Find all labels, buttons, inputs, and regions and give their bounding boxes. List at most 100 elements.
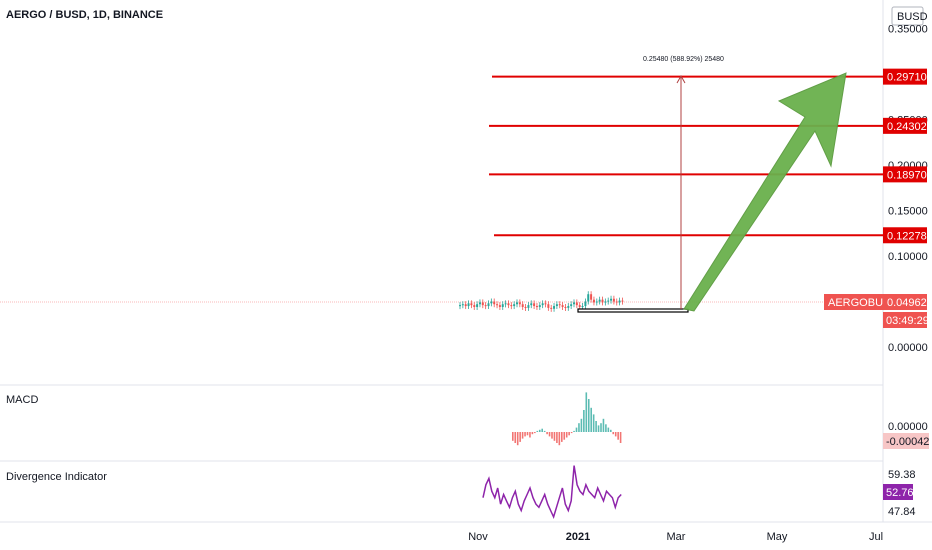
candle: [467, 303, 470, 307]
macd-bar: [573, 430, 575, 432]
candle: [561, 305, 564, 307]
macd-bar: [516, 432, 519, 446]
time-axis: Nov 2021 Mar May Jul: [468, 531, 883, 543]
currency-button-label: BUSD: [897, 11, 928, 23]
candle: [516, 302, 518, 305]
macd-bar: [583, 410, 585, 432]
macd-bar: [580, 418, 583, 432]
divergence-value-badge: [883, 484, 913, 500]
time-tick: 2021: [566, 531, 590, 543]
candle: [612, 298, 615, 302]
candle: [484, 305, 487, 307]
price-tick: 0.00000: [888, 342, 928, 354]
candle: [570, 304, 573, 307]
macd-bar: [590, 407, 592, 432]
candle: [490, 301, 493, 304]
candle: [493, 301, 496, 305]
macd-bar: [538, 429, 541, 432]
candle: [564, 306, 567, 308]
target-level-labels: 0.29710 0.24302 0.18970 0.12278: [883, 68, 927, 244]
candle: [470, 303, 473, 306]
macd-bar: [529, 432, 531, 438]
target-badge: [883, 227, 927, 244]
macd-bar: [587, 399, 590, 432]
candle: [487, 303, 490, 307]
candle: [544, 303, 547, 305]
candle: [573, 302, 575, 305]
target-arrow[interactable]: [683, 72, 847, 312]
candle: [547, 304, 550, 308]
divergence-tick-high: 59.38: [888, 469, 916, 481]
macd-bar: [536, 430, 539, 432]
macd-bar: [605, 424, 607, 432]
candle: [587, 294, 590, 302]
price-tick: 0.15000: [888, 206, 928, 218]
macd-bar: [519, 432, 521, 442]
candle: [476, 304, 479, 307]
divergence-value-label: 52.76: [886, 487, 914, 499]
candles: [459, 291, 624, 312]
candle: [535, 306, 538, 308]
candle: [510, 305, 513, 307]
macd-bar: [546, 432, 548, 435]
candle: [610, 298, 613, 301]
time-tick: Mar: [667, 531, 686, 543]
macd-bar: [514, 432, 517, 443]
macd-bar: [607, 427, 610, 432]
macd-bar: [568, 432, 570, 436]
candle: [530, 303, 533, 306]
macd-bar: [561, 432, 563, 442]
candle: [459, 305, 461, 307]
candle: [604, 301, 607, 303]
macd-bar: [558, 432, 561, 446]
macd-value-label: -0.00042: [886, 436, 929, 448]
macd-bar: [585, 392, 588, 432]
candle: [601, 299, 604, 303]
symbol-price-badge: [824, 294, 883, 310]
macd-bar: [548, 432, 551, 437]
divergence-label: Divergence Indicator: [6, 471, 107, 483]
macd-bar: [602, 418, 605, 432]
candle: [621, 300, 624, 302]
candle: [567, 306, 570, 308]
macd-bar: [534, 432, 536, 434]
candle: [527, 305, 530, 308]
candle: [504, 303, 507, 305]
countdown-badge: [883, 312, 927, 328]
time-tick: Nov: [468, 531, 488, 543]
macd-bar: [612, 432, 615, 435]
macd-bar: [524, 432, 526, 437]
macd-bar: [610, 429, 612, 432]
macd-label: MACD: [6, 394, 38, 406]
candle: [513, 304, 516, 307]
macd-bar: [619, 432, 622, 443]
macd-bar: [565, 432, 568, 438]
candle: [592, 299, 595, 303]
price-tick: 0.35000: [888, 24, 928, 36]
candle: [590, 294, 593, 300]
candle: [464, 304, 467, 307]
candle: [478, 302, 481, 305]
candle: [578, 305, 581, 307]
candle: [496, 304, 499, 306]
divergence-line: [482, 465, 622, 519]
target-badge-label: 0.12278: [887, 230, 927, 242]
candle: [595, 301, 598, 303]
currency-button[interactable]: [891, 6, 924, 26]
macd-bar: [578, 423, 580, 432]
candle: [581, 306, 584, 308]
candle: [615, 301, 618, 303]
macd-bar: [595, 421, 597, 432]
candle: [553, 306, 556, 309]
macd-bar: [512, 432, 514, 441]
price-tick: 0.10000: [888, 251, 928, 263]
macd-bar: [614, 432, 617, 437]
consolidation-box[interactable]: [577, 308, 689, 313]
time-tick: Jul: [869, 531, 883, 543]
symbol-price-badge-label: AERGOBUSD: [828, 297, 898, 309]
measure-arrowhead: [676, 74, 686, 84]
macd-bar: [592, 414, 595, 432]
candle: [538, 305, 541, 307]
macd-value-badge: [883, 433, 929, 449]
